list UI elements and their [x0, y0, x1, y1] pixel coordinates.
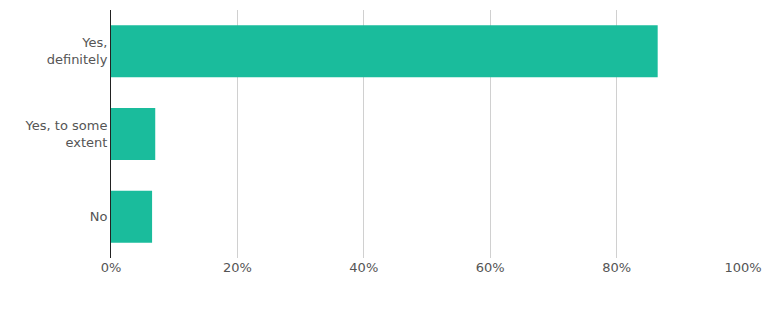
svg-text:20%: 20%	[223, 260, 252, 275]
svg-text:80%: 80%	[602, 260, 631, 275]
svg-text:40%: 40%	[349, 260, 378, 275]
svg-text:Yes,definitely: Yes,definitely	[47, 35, 108, 67]
svg-text:Yes, to someextent: Yes, to someextent	[25, 118, 108, 150]
svg-text:60%: 60%	[476, 260, 505, 275]
svg-text:No: No	[90, 209, 108, 224]
svg-text:0%: 0%	[101, 260, 122, 275]
svg-text:100%: 100%	[724, 260, 761, 275]
